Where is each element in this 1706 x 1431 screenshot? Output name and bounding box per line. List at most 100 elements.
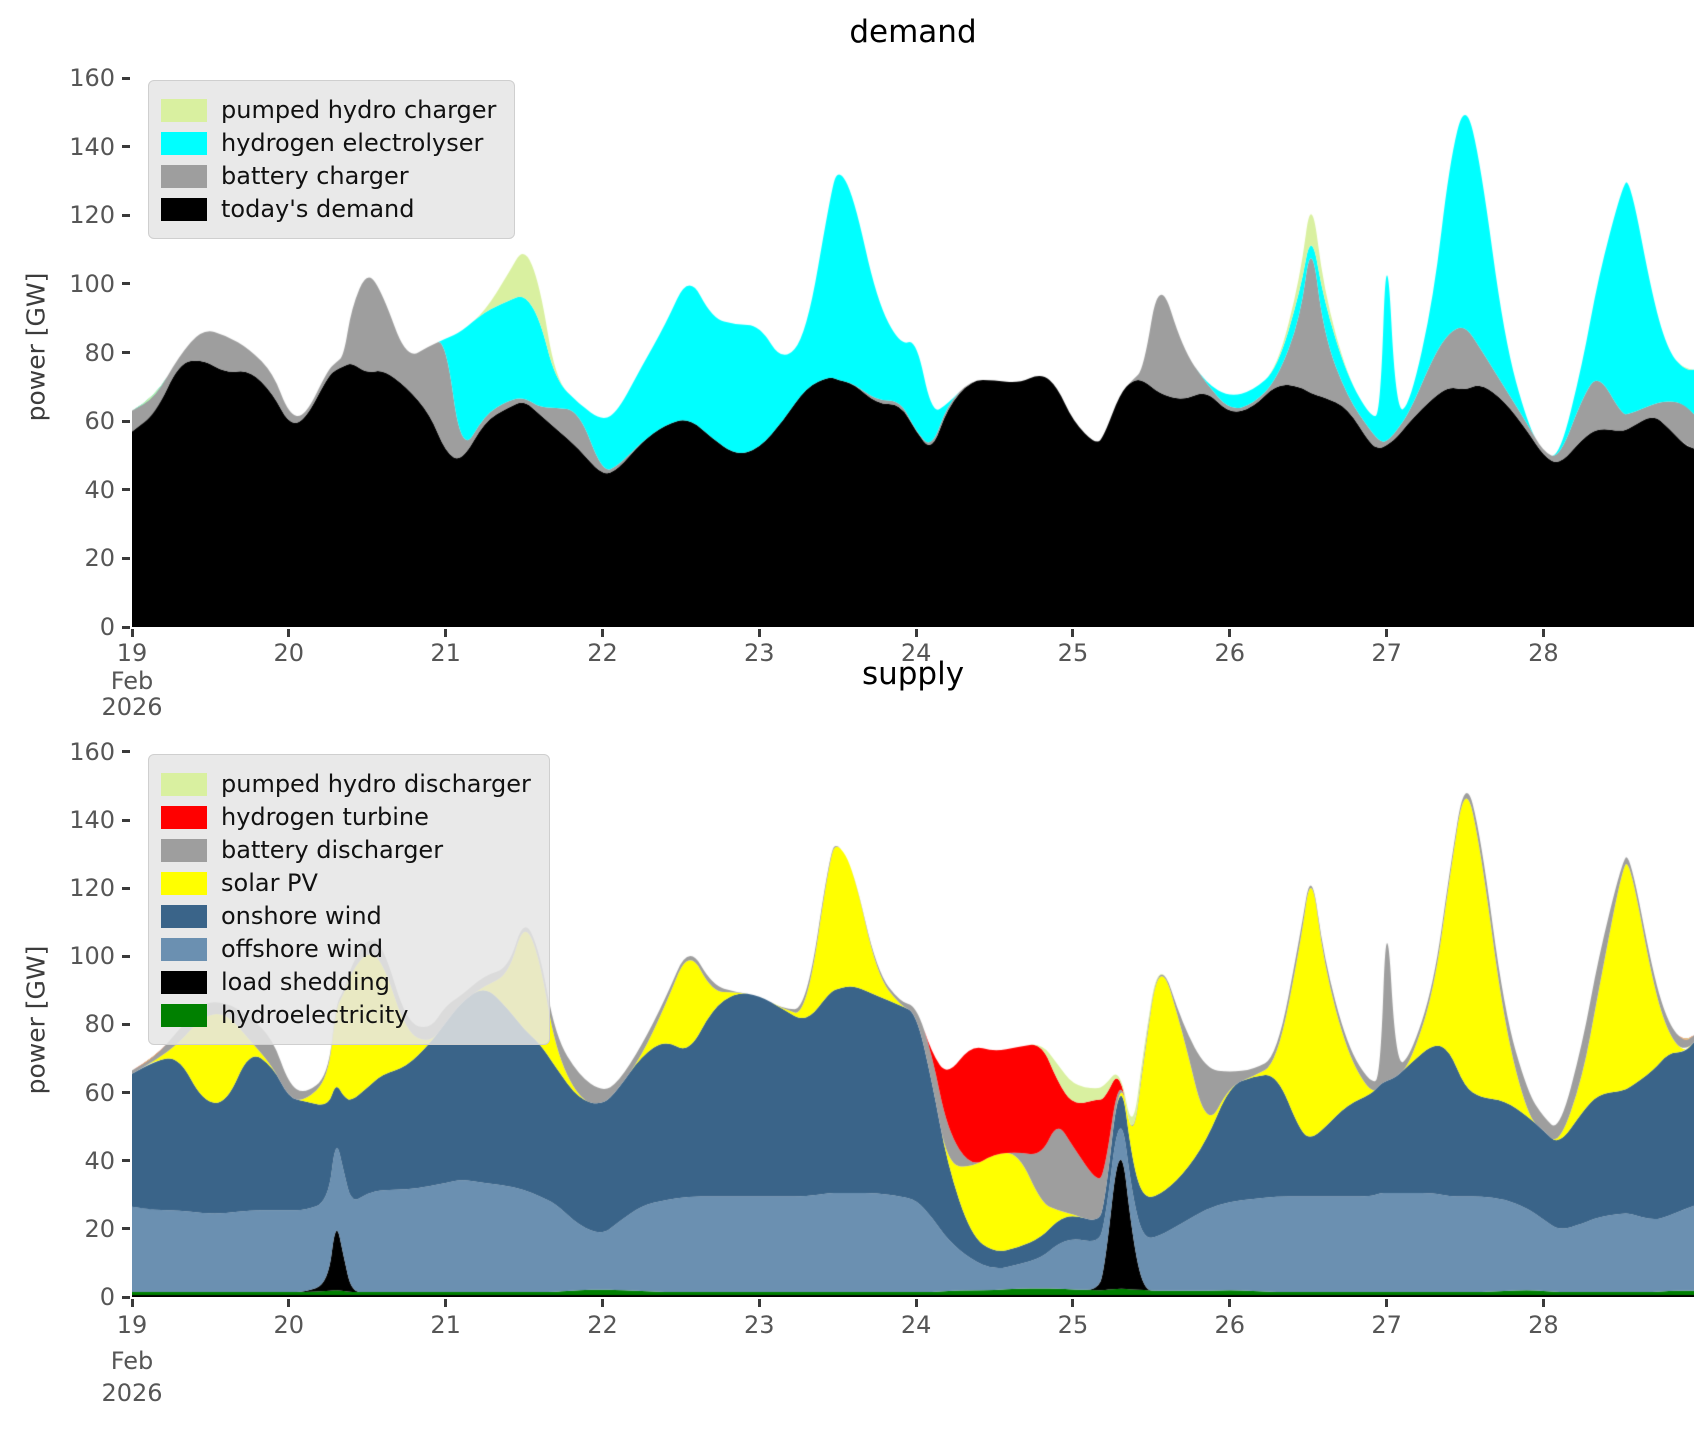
legend-item-pumped-hydro-discharger: pumped hydro discharger <box>161 770 531 798</box>
demand-legend: pumped hydro charger hydrogen electrolyse… <box>148 80 516 239</box>
demand-month-label: Feb <box>110 667 154 695</box>
legend-item-hydrogen-electrolyser: hydrogen electrolyser <box>161 129 496 157</box>
legend-item-onshore-wind: onshore wind <box>161 902 531 930</box>
supply-ytick-label: 20 <box>84 1214 115 1243</box>
demand-xtick-label: 20 <box>273 639 305 667</box>
supply-xtick-label: 25 <box>1057 1311 1089 1339</box>
demand-ytick-mark <box>122 556 130 560</box>
legend-swatch-pumped-hydro-charger <box>161 98 207 122</box>
supply-legend: pumped hydro discharger hydrogen turbine b… <box>148 754 550 1045</box>
demand-ytick-label: 0 <box>99 613 115 641</box>
demand-xtick-label: 27 <box>1371 639 1402 667</box>
supply-xtick-mark <box>757 1299 761 1307</box>
demand-xtick-label: 25 <box>1057 639 1089 667</box>
demand-ytick-label: 100 <box>69 269 115 298</box>
legend-label: onshore wind <box>221 902 382 930</box>
legend-label: offshore wind <box>221 935 384 963</box>
legend-swatch-onshore-wind <box>161 904 207 928</box>
supply-ytick-label: 60 <box>84 1078 115 1107</box>
legend-item-hydrogen-turbine: hydrogen turbine <box>161 803 531 831</box>
supply-ytick-mark <box>122 886 130 890</box>
supply-xtick-mark <box>1071 1299 1075 1307</box>
demand-ytick-label: 60 <box>84 407 115 436</box>
legend-label: solar PV <box>221 869 318 897</box>
demand-xtick-mark <box>444 629 448 637</box>
demand-ytick-mark <box>122 351 130 354</box>
legend-item-battery-discharger: battery discharger <box>161 836 531 864</box>
supply-ytick-label: 40 <box>84 1146 115 1175</box>
legend-item-pumped-hydro-charger: pumped hydro charger <box>161 96 496 124</box>
demand-ytick-label: 40 <box>84 475 115 504</box>
demand-ytick-label: 160 <box>69 64 115 92</box>
demand-xtick-mark <box>1385 629 1389 637</box>
demand-ytick-label: 120 <box>69 201 115 230</box>
supply-ytick-mark <box>122 1295 130 1299</box>
legend-item-battery-charger: battery charger <box>161 162 496 190</box>
supply-title: supply <box>861 656 965 692</box>
demand-xtick-label: 24 <box>900 639 932 667</box>
demand-xtick-mark <box>757 629 761 637</box>
legend-swatch-load-shedding <box>161 970 207 994</box>
legend-label: battery discharger <box>221 836 444 864</box>
supply-xtick-label: 26 <box>1214 1311 1246 1339</box>
demand-title: demand <box>849 14 977 50</box>
demand-xtick-mark <box>1071 629 1075 637</box>
legend-item-offshore-wind: offshore wind <box>161 935 531 963</box>
supply-xtick-label: 28 <box>1528 1311 1559 1339</box>
legend-swatch-solar-PV <box>161 871 207 895</box>
supply-ytick-mark <box>122 1022 130 1026</box>
demand-ytick-mark <box>122 625 130 629</box>
legend-swatch-pumped-hydro-discharger <box>161 772 207 796</box>
legend-label: hydrogen electrolyser <box>221 129 484 157</box>
legend-swatch-today-s-demand <box>161 197 207 221</box>
legend-label: pumped hydro charger <box>221 96 497 124</box>
demand-xtick-label: 26 <box>1214 639 1246 667</box>
demand-ytick-mark <box>122 419 130 423</box>
legend-swatch-battery-charger <box>161 164 207 188</box>
demand-xtick-label: 28 <box>1528 639 1559 667</box>
legend-label: today's demand <box>221 195 415 223</box>
supply-xtick-mark <box>130 1299 134 1307</box>
demand-ytick-mark <box>122 282 130 286</box>
supply-ytick-mark <box>122 750 130 754</box>
demand-xtick-mark <box>600 629 604 637</box>
supply-xtick-mark <box>914 1299 918 1307</box>
supply-ytick-label: 140 <box>69 806 115 835</box>
demand-ytick-mark <box>122 145 130 149</box>
demand-xtick-mark <box>130 629 134 637</box>
demand-ytick-mark <box>122 213 130 217</box>
demand-xtick-label: 22 <box>587 639 618 667</box>
legend-swatch-hydrogen-electrolyser <box>161 131 207 155</box>
supply-xtick-mark <box>444 1299 448 1307</box>
legend-label: load shedding <box>221 968 390 996</box>
legend-label: hydrogen turbine <box>221 803 429 831</box>
supply-xtick-label: 24 <box>900 1311 932 1339</box>
supply-xtick-mark <box>287 1299 291 1307</box>
legend-swatch-offshore-wind <box>161 937 207 961</box>
supply-ytick-mark <box>122 954 130 958</box>
demand-xtick-mark <box>1228 629 1232 637</box>
legend-item-hydroelectricity: hydroelectricity <box>161 1001 531 1029</box>
supply-ytick-label: 100 <box>69 942 115 971</box>
legend-item-today-s-demand: today's demand <box>161 195 496 223</box>
demand-xtick-label: 23 <box>744 639 775 667</box>
supply-month-label: Feb <box>110 1347 154 1375</box>
supply-xtick-mark <box>1541 1299 1545 1307</box>
demand-ytick-mark <box>122 488 130 492</box>
demand-ytick-label: 80 <box>84 338 115 367</box>
supply-xtick-mark <box>1385 1299 1389 1307</box>
legend-swatch-battery-discharger <box>161 838 207 862</box>
demand-xtick-mark <box>287 629 291 637</box>
legend-swatch-hydroelectricity <box>161 1003 207 1027</box>
supply-xtick-mark <box>600 1299 604 1307</box>
supply-xtick-mark <box>1228 1299 1232 1307</box>
supply-ytick-mark <box>122 1091 130 1095</box>
demand-ytick-mark <box>122 76 130 80</box>
supply-ytick-mark <box>122 818 130 822</box>
supply-ytick-label: 80 <box>84 1010 115 1039</box>
supply-year-label: 2026 <box>101 1379 163 1407</box>
supply-ytick-mark <box>122 1159 130 1163</box>
supply-ytick-label: 160 <box>69 737 115 766</box>
legend-item-load-shedding: load shedding <box>161 968 531 996</box>
supply-xtick-label: 19 <box>116 1311 148 1339</box>
